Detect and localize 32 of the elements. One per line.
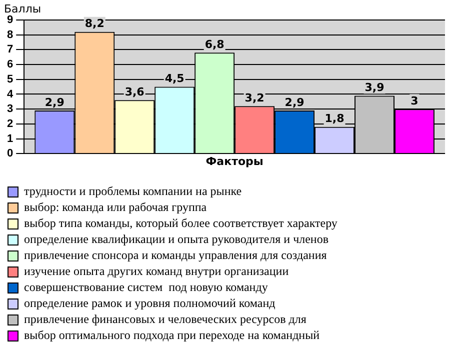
- y-tick-label: 3: [6, 103, 14, 116]
- y-tick-label: 8: [6, 28, 14, 41]
- legend-label: выбор оптимального подхода при переходе на командный: [24, 328, 320, 342]
- data-label: 3,2: [244, 91, 264, 104]
- data-label: 3: [410, 94, 418, 108]
- data-label: 4,5: [164, 72, 184, 86]
- legend-label: выбор: команда или рабочая группа: [24, 200, 208, 214]
- legend-label: выбор типа команды, который более соответствует характеру: [24, 216, 338, 230]
- y-tick-label: 5: [6, 73, 14, 86]
- y-tick-label: 2: [6, 118, 14, 130]
- legend-label: совершенствование систем под новую команду: [24, 280, 268, 294]
- data-label: 3,6: [124, 86, 145, 99]
- y-tick-label: 9: [6, 14, 14, 26]
- data-label: 2,9: [44, 96, 64, 109]
- legend-label: привлечение спонсора и команды управления для создания: [24, 248, 328, 262]
- y-tick-label: 0: [6, 148, 14, 160]
- legend-label: определение рамок и уровня полномочий команд: [24, 296, 276, 310]
- data-label: 1,8: [324, 112, 344, 126]
- data-label: 2,9: [284, 96, 304, 109]
- legend-label: привлечение финансовых и человеческих ресурсов для: [24, 312, 307, 326]
- legend-label: изучение опыта других команд внутри организации: [24, 264, 290, 278]
- legend-label: трудности и проблемы компании на рынке: [24, 184, 242, 198]
- y-axis-title: Баллы: [4, 2, 42, 16]
- y-tick-label: 7: [6, 44, 14, 56]
- data-label: 3,9: [364, 81, 384, 94]
- data-label: 8,2: [84, 17, 104, 30]
- y-tick-label: 4: [6, 88, 14, 100]
- y-tick-label: 6: [6, 58, 14, 71]
- x-axis-title: Факторы: [206, 154, 264, 168]
- data-label: 6,8: [204, 38, 224, 52]
- legend-label: определение квалификации и опыта руководителя и членов: [24, 232, 329, 246]
- y-tick-label: 1: [6, 132, 14, 145]
